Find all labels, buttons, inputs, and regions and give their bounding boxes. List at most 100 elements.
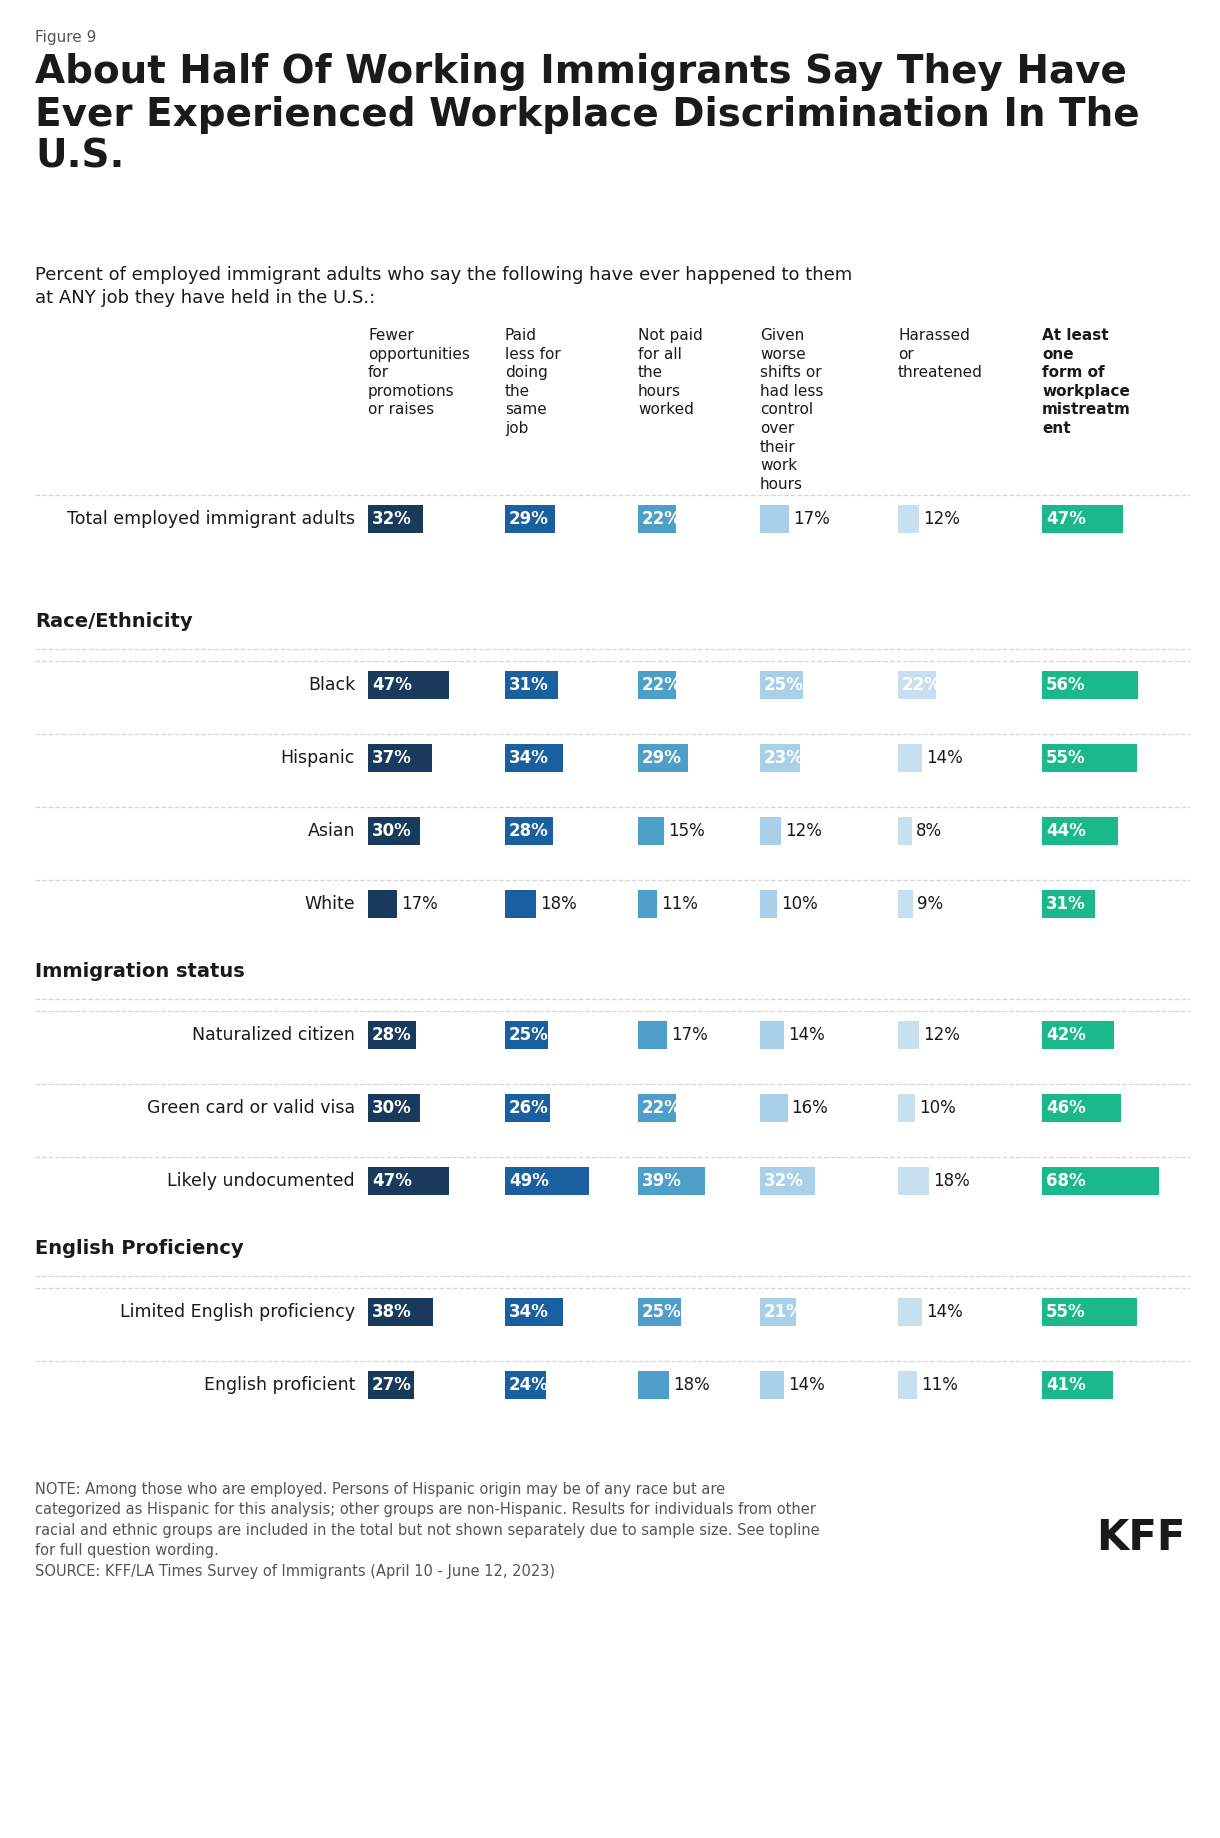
Text: About Half Of Working Immigrants Say They Have
Ever Experienced Workplace Discri: About Half Of Working Immigrants Say The… (35, 53, 1139, 176)
Text: 12%: 12% (922, 1026, 959, 1044)
Text: 12%: 12% (922, 509, 959, 528)
Bar (505, 1094, 550, 1121)
Text: 30%: 30% (372, 822, 412, 840)
Bar (760, 1020, 784, 1049)
Text: English proficient: English proficient (204, 1377, 355, 1393)
Bar (368, 818, 420, 845)
Bar (368, 1094, 420, 1121)
Text: NOTE: Among those who are employed. Persons of Hispanic origin may be of any rac: NOTE: Among those who are employed. Pers… (35, 1481, 820, 1559)
Text: 22%: 22% (642, 1099, 682, 1118)
Bar (505, 890, 536, 917)
Text: 47%: 47% (1046, 509, 1086, 528)
Bar (638, 1020, 667, 1049)
Text: 15%: 15% (667, 822, 705, 840)
Text: 21%: 21% (764, 1303, 804, 1322)
Text: Fewer
opportunities
for
promotions
or raises: Fewer opportunities for promotions or ra… (368, 327, 470, 417)
Bar (638, 505, 676, 533)
Text: Hispanic: Hispanic (281, 750, 355, 766)
Text: 32%: 32% (764, 1173, 804, 1189)
Text: 14%: 14% (926, 1303, 963, 1322)
Text: 10%: 10% (919, 1099, 956, 1118)
Text: 10%: 10% (781, 895, 817, 913)
Bar (638, 1298, 681, 1325)
Bar (638, 671, 676, 698)
Text: 29%: 29% (509, 509, 549, 528)
Bar (760, 744, 799, 772)
Text: 55%: 55% (1046, 750, 1086, 766)
Text: 23%: 23% (764, 750, 804, 766)
Text: 25%: 25% (764, 676, 804, 695)
Bar (368, 890, 398, 917)
Bar (760, 1298, 797, 1325)
Bar (760, 671, 803, 698)
Text: 16%: 16% (792, 1099, 828, 1118)
Text: 17%: 17% (401, 895, 438, 913)
Text: 27%: 27% (372, 1377, 412, 1393)
Text: 31%: 31% (1046, 895, 1086, 913)
Bar (898, 505, 919, 533)
Bar (760, 1094, 788, 1121)
Bar (505, 1020, 548, 1049)
Text: 18%: 18% (933, 1173, 970, 1189)
Text: 44%: 44% (1046, 822, 1086, 840)
Text: 14%: 14% (926, 750, 963, 766)
Text: 29%: 29% (642, 750, 682, 766)
Bar (898, 671, 936, 698)
Bar (505, 671, 559, 698)
Text: 32%: 32% (372, 509, 412, 528)
Text: 8%: 8% (916, 822, 942, 840)
Text: 11%: 11% (921, 1377, 958, 1393)
Text: SOURCE: KFF/LA Times Survey of Immigrants (April 10 - June 12, 2023): SOURCE: KFF/LA Times Survey of Immigrant… (35, 1564, 555, 1579)
Text: Naturalized citizen: Naturalized citizen (192, 1026, 355, 1044)
Text: 14%: 14% (788, 1026, 825, 1044)
Bar (368, 744, 432, 772)
Bar (1042, 671, 1138, 698)
Bar (505, 744, 564, 772)
Bar (898, 1094, 915, 1121)
Text: White: White (304, 895, 355, 913)
Bar (368, 1020, 416, 1049)
Bar (1042, 1371, 1113, 1399)
Text: 42%: 42% (1046, 1026, 1086, 1044)
Bar (368, 1371, 415, 1399)
Text: Immigration status: Immigration status (35, 961, 245, 981)
Text: Black: Black (307, 676, 355, 695)
Text: 11%: 11% (661, 895, 698, 913)
Text: 22%: 22% (642, 509, 682, 528)
Text: Figure 9: Figure 9 (35, 29, 96, 44)
Bar (898, 1371, 917, 1399)
Bar (638, 1167, 705, 1195)
Text: 28%: 28% (509, 822, 549, 840)
Bar (1042, 1094, 1121, 1121)
Bar (1042, 1167, 1159, 1195)
Bar (1042, 505, 1122, 533)
Text: 22%: 22% (902, 676, 942, 695)
Bar (898, 744, 922, 772)
Text: 25%: 25% (509, 1026, 549, 1044)
Text: Total employed immigrant adults: Total employed immigrant adults (67, 509, 355, 528)
Text: 39%: 39% (642, 1173, 682, 1189)
Text: English Proficiency: English Proficiency (35, 1239, 244, 1257)
Bar (1042, 890, 1096, 917)
Bar (760, 890, 777, 917)
Text: 41%: 41% (1046, 1377, 1086, 1393)
Bar (1042, 1298, 1137, 1325)
Bar (1042, 744, 1137, 772)
Text: KFF: KFF (1096, 1516, 1185, 1559)
Text: 47%: 47% (372, 676, 412, 695)
Bar (638, 1094, 676, 1121)
Bar (638, 818, 664, 845)
Bar (638, 744, 688, 772)
Bar (898, 818, 911, 845)
Bar (898, 1167, 928, 1195)
Bar (505, 1298, 564, 1325)
Bar (368, 1167, 449, 1195)
Bar (760, 1371, 784, 1399)
Text: 12%: 12% (784, 822, 821, 840)
Bar (368, 505, 423, 533)
Bar (638, 1371, 669, 1399)
Text: 26%: 26% (509, 1099, 549, 1118)
Text: 14%: 14% (788, 1377, 825, 1393)
Text: 37%: 37% (372, 750, 412, 766)
Text: Given
worse
shifts or
had less
control
over
their
work
hours: Given worse shifts or had less control o… (760, 327, 824, 493)
